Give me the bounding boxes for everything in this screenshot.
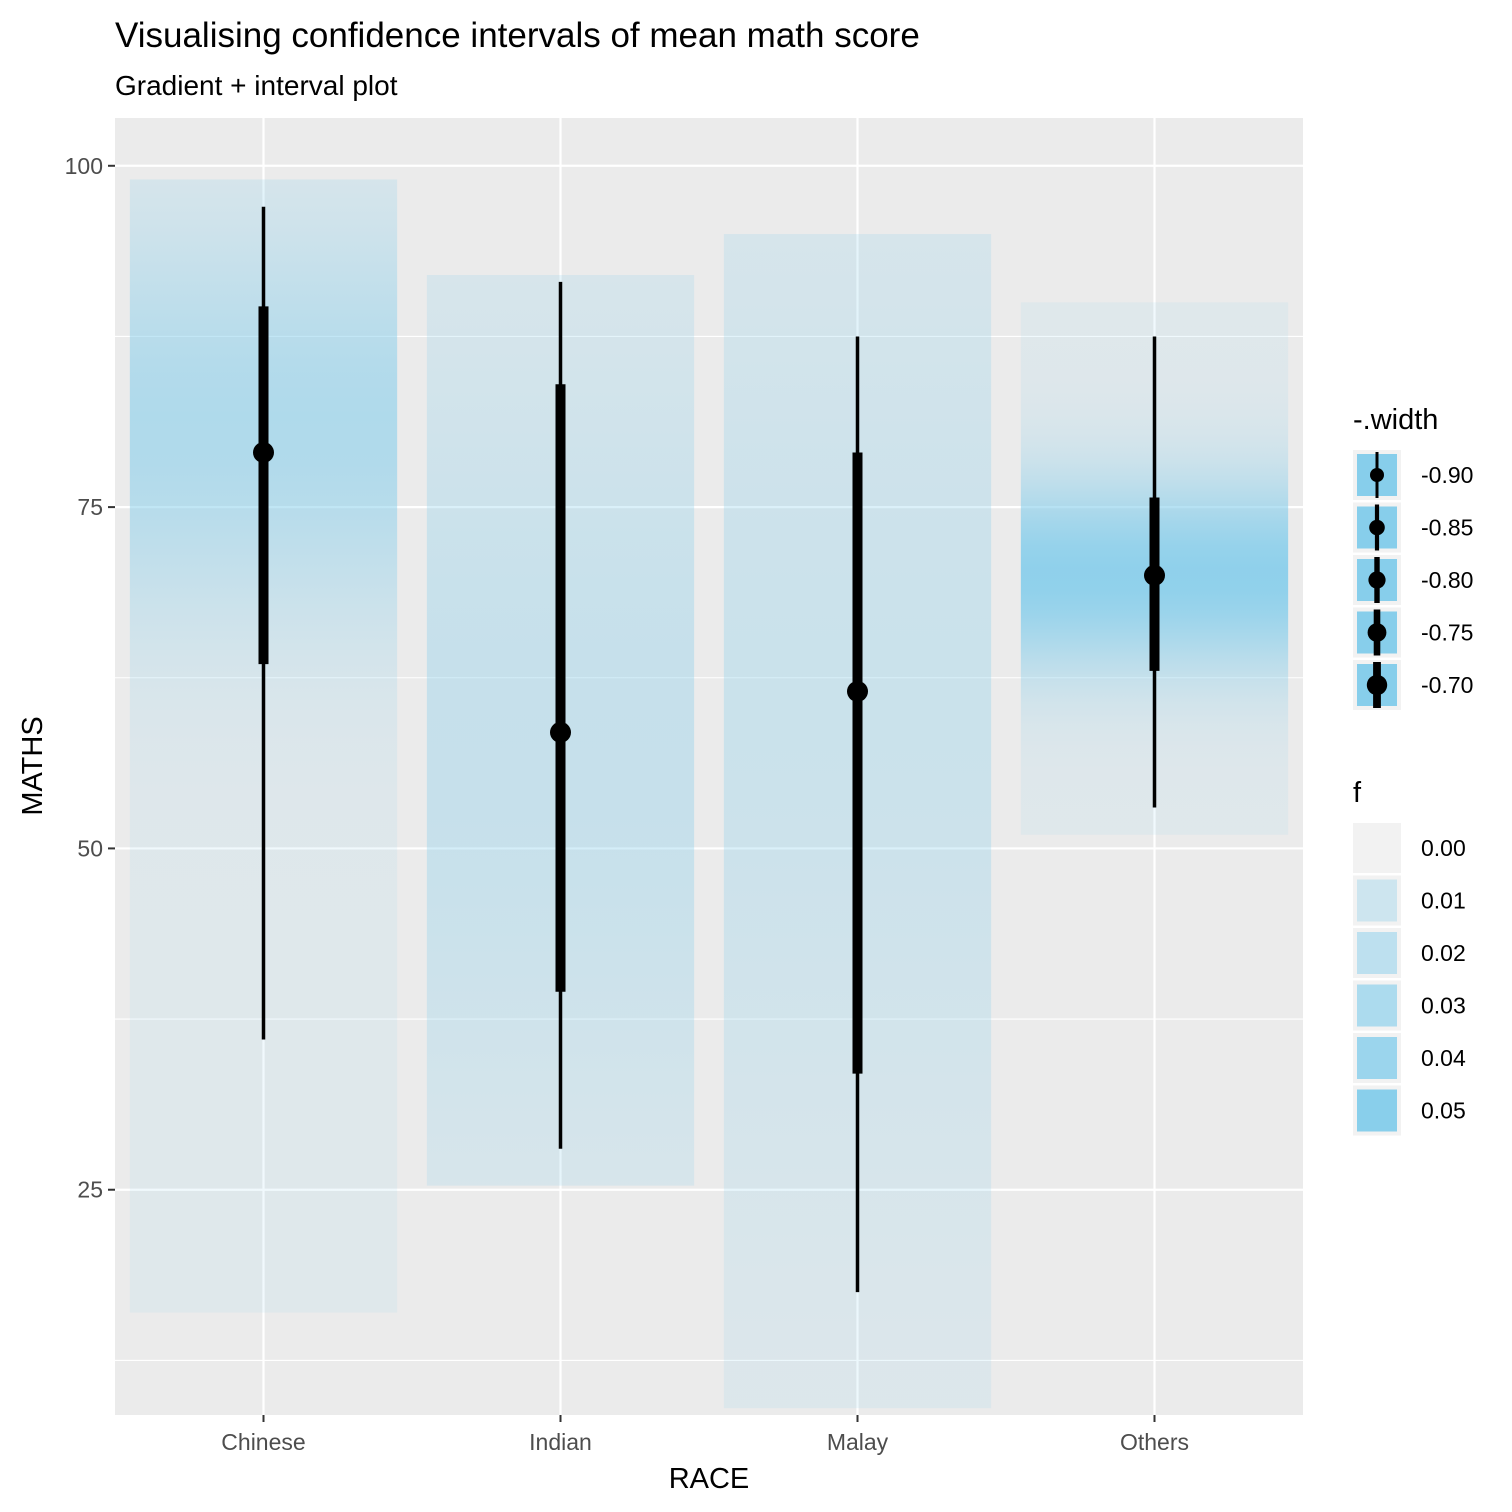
legend-key-point bbox=[1366, 674, 1388, 696]
y-tick-label: 50 bbox=[77, 835, 103, 861]
legend-label-width: -0.70 bbox=[1421, 672, 1473, 698]
legend-label-width: -0.85 bbox=[1421, 515, 1473, 541]
y-tick-label: 75 bbox=[77, 494, 103, 520]
x-tick-label: Indian bbox=[529, 1429, 592, 1455]
x-tick-label: Others bbox=[1120, 1429, 1189, 1455]
y-axis-title: MATHS bbox=[17, 716, 49, 815]
chart-title: Visualising confidence intervals of mean… bbox=[115, 16, 920, 55]
legend-key-point bbox=[1368, 571, 1386, 589]
x-tick-label: Malay bbox=[827, 1429, 889, 1455]
legend-title-width: -.width bbox=[1353, 404, 1438, 436]
legend-key-bg bbox=[1353, 875, 1401, 926]
legend-label-width: -0.75 bbox=[1421, 620, 1473, 646]
legend-label-f: 0.02 bbox=[1421, 940, 1466, 966]
point-others bbox=[1144, 564, 1165, 586]
legend-key-f bbox=[1357, 984, 1397, 1027]
legend-key-f bbox=[1357, 827, 1397, 869]
legend-title-f: f bbox=[1353, 777, 1362, 809]
legend-key-f bbox=[1357, 879, 1397, 922]
legend-label-width: -0.80 bbox=[1421, 567, 1473, 593]
point-indian bbox=[550, 721, 571, 743]
x-axis-title: RACE bbox=[669, 1463, 750, 1495]
y-tick-label: 25 bbox=[77, 1177, 103, 1203]
axes: 25 50 75 100 Chinese Indian Malay Others bbox=[65, 153, 1189, 1455]
legend-label-f: 0.04 bbox=[1421, 1045, 1466, 1071]
legend-key-point bbox=[1367, 623, 1387, 642]
legends: -.width -0.90 -0.85 -0.80 -0.75 -0.70 f 0.00 0.0… bbox=[1353, 404, 1473, 1136]
legend-label-f: 0.00 bbox=[1421, 835, 1466, 861]
legend-key-bg bbox=[1353, 823, 1401, 873]
legend-key-f bbox=[1357, 1037, 1397, 1079]
point-chinese bbox=[253, 441, 274, 463]
legend-label-width: -0.90 bbox=[1421, 462, 1473, 488]
legend-key-f bbox=[1357, 932, 1397, 974]
point-malay bbox=[847, 680, 868, 702]
intervals bbox=[253, 206, 1165, 1293]
legend-label-f: 0.05 bbox=[1421, 1098, 1466, 1124]
chart-subtitle: Gradient + interval plot bbox=[115, 70, 398, 101]
legend-key-f bbox=[1357, 1089, 1397, 1132]
y-tick-label: 100 bbox=[65, 153, 103, 179]
legend-label-f: 0.03 bbox=[1421, 993, 1466, 1019]
legend-label-f: 0.01 bbox=[1421, 888, 1466, 914]
legend-key-point bbox=[1370, 468, 1384, 482]
x-tick-label: Chinese bbox=[221, 1429, 305, 1455]
legend-key-point bbox=[1369, 519, 1385, 536]
